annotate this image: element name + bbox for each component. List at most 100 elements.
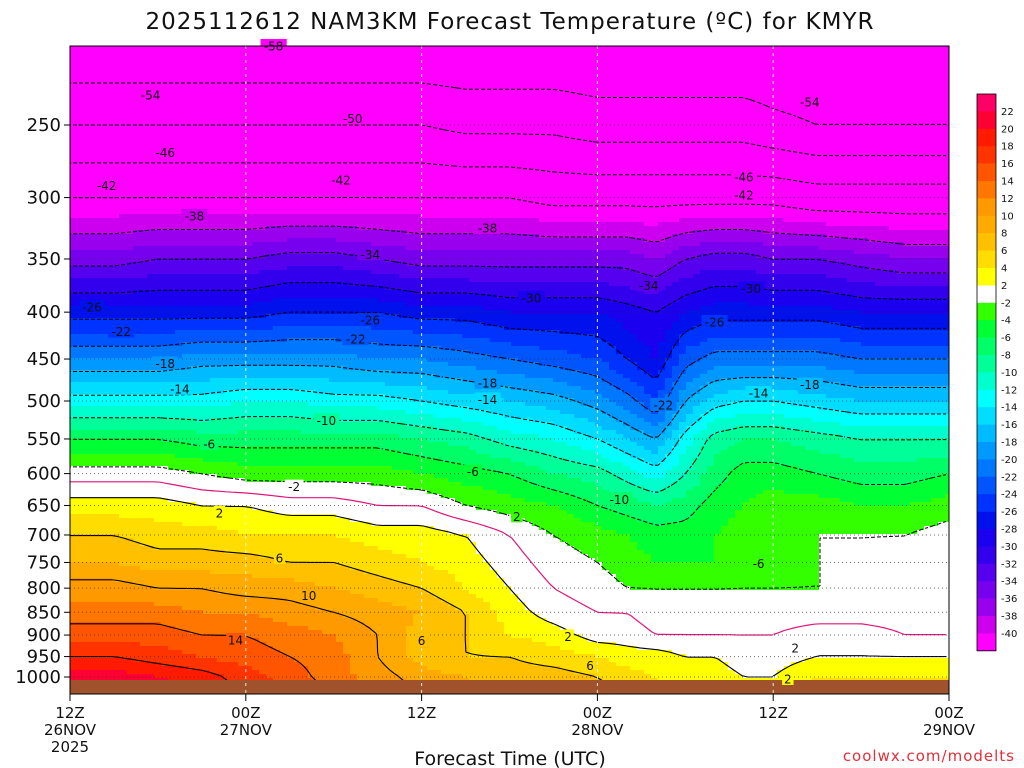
temperature-cell — [917, 102, 925, 107]
temperature-cell — [329, 94, 337, 99]
temperature-cell — [567, 66, 575, 71]
temperature-cell — [875, 154, 883, 159]
temperature-cell — [721, 162, 729, 167]
temperature-cell — [518, 54, 526, 59]
temperature-cell — [735, 138, 743, 143]
temperature-cell — [511, 178, 519, 183]
temperature-cell — [462, 146, 470, 151]
temperature-cell — [497, 150, 505, 155]
temperature-cell — [798, 182, 806, 187]
temperature-cell — [364, 78, 372, 83]
temperature-cell — [371, 154, 379, 159]
temperature-cell — [357, 150, 365, 155]
temperature-cell — [126, 138, 134, 143]
temperature-cell — [581, 182, 589, 187]
temperature-cell — [133, 50, 141, 55]
temperature-cell — [651, 154, 659, 159]
temperature-cell — [259, 86, 267, 91]
temperature-cell — [287, 70, 295, 75]
temperature-cell — [518, 194, 526, 199]
temperature-cell — [189, 166, 197, 171]
temperature-cell — [651, 106, 659, 111]
temperature-cell — [427, 134, 435, 139]
temperature-cell — [140, 154, 148, 159]
temperature-cell — [84, 118, 92, 123]
temperature-cell — [154, 62, 162, 67]
temperature-cell — [126, 190, 134, 195]
temperature-cell — [448, 54, 456, 59]
temperature-cell — [441, 78, 449, 83]
temperature-cell — [511, 86, 519, 91]
temperature-cell — [546, 74, 554, 79]
temperature-cell — [147, 146, 155, 151]
temperature-cell — [826, 82, 834, 87]
temperature-cell — [434, 58, 442, 63]
temperature-cell — [154, 194, 162, 199]
temperature-cell — [763, 98, 771, 103]
temperature-cell — [448, 118, 456, 123]
temperature-cell — [112, 142, 120, 147]
temperature-cell — [798, 66, 806, 71]
temperature-cell — [112, 98, 120, 103]
temperature-cell — [525, 102, 533, 107]
temperature-cell — [623, 86, 631, 91]
temperature-cell — [224, 158, 232, 163]
temperature-cell — [581, 114, 589, 119]
temperature-cell — [217, 190, 225, 195]
temperature-cell — [903, 74, 911, 79]
temperature-cell — [882, 58, 890, 63]
temperature-cell — [518, 70, 526, 75]
temperature-cell — [259, 102, 267, 107]
temperature-cell — [161, 130, 169, 135]
temperature-cell — [350, 86, 358, 91]
temperature-cell — [168, 174, 176, 179]
temperature-cell — [259, 78, 267, 83]
temperature-cell — [70, 66, 78, 71]
temperature-cell — [91, 202, 99, 207]
temperature-cell — [532, 122, 540, 127]
temperature-cell — [847, 62, 855, 67]
temperature-cell — [686, 126, 694, 131]
temperature-cell — [203, 134, 211, 139]
temperature-cell — [385, 134, 393, 139]
temperature-cell — [819, 78, 827, 83]
temperature-cell — [861, 54, 869, 59]
temperature-cell — [560, 198, 568, 203]
temperature-cell — [448, 122, 456, 127]
temperature-cell — [658, 130, 666, 135]
temperature-cell — [910, 106, 918, 111]
temperature-cell — [875, 70, 883, 75]
temperature-cell — [602, 130, 610, 135]
temperature-cell — [777, 150, 785, 155]
temperature-cell — [462, 46, 470, 51]
temperature-cell — [273, 202, 281, 207]
temperature-cell — [693, 178, 701, 183]
temperature-cell — [784, 134, 792, 139]
temperature-cell — [742, 138, 750, 143]
temperature-cell — [343, 142, 351, 147]
temperature-cell — [756, 142, 764, 147]
temperature-cell — [819, 70, 827, 75]
temperature-cell — [322, 98, 330, 103]
temperature-cell — [728, 146, 736, 151]
temperature-cell — [196, 74, 204, 79]
temperature-cell — [861, 150, 869, 155]
temperature-cell — [357, 158, 365, 163]
temperature-cell — [301, 70, 309, 75]
temperature-cell — [336, 166, 344, 171]
temperature-cell — [378, 130, 386, 135]
temperature-cell — [588, 190, 596, 195]
temperature-cell — [896, 150, 904, 155]
temperature-cell — [315, 138, 323, 143]
temperature-cell — [840, 46, 848, 51]
temperature-cell — [140, 58, 148, 63]
temperature-cell — [119, 162, 127, 167]
temperature-cell — [161, 98, 169, 103]
temperature-cell — [525, 190, 533, 195]
temperature-cell — [168, 70, 176, 75]
temperature-cell — [630, 166, 638, 171]
temperature-cell — [217, 58, 225, 63]
temperature-cell — [889, 154, 897, 159]
temperature-cell — [553, 158, 561, 163]
temperature-cell — [336, 94, 344, 99]
